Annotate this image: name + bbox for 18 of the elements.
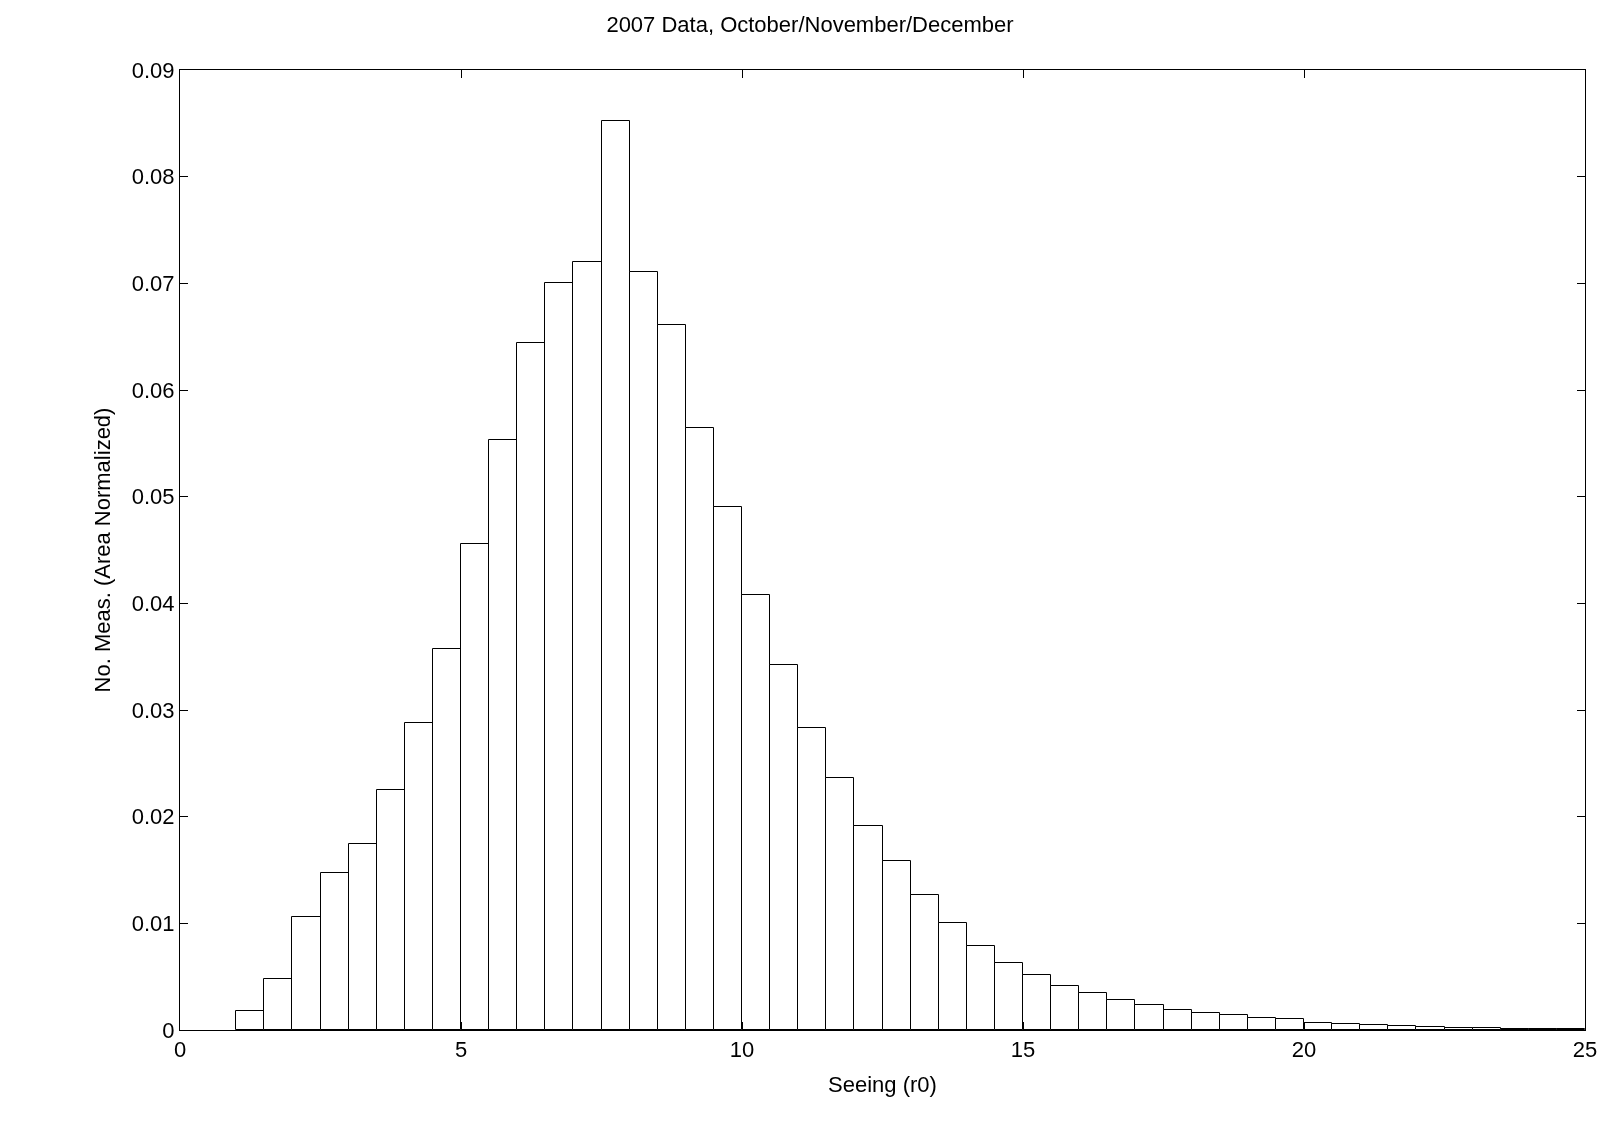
y-tick-label: 0.05	[131, 484, 175, 510]
y-tick-label: 0.03	[131, 697, 175, 723]
x-tick-label: 25	[1572, 1037, 1598, 1063]
x-tick-label: 5	[454, 1037, 468, 1063]
y-tick-label: 0.06	[131, 377, 175, 403]
chart-title: 2007 Data, October/November/December	[606, 12, 1014, 38]
y-axis-title: No. Meas. (Area Normalized)	[89, 407, 115, 693]
y-tick-label: 0.09	[131, 57, 175, 83]
y-tick-label: 0.07	[131, 271, 175, 297]
x-tick-label: 15	[1010, 1037, 1036, 1063]
y-tick-label: 0.02	[131, 804, 175, 830]
x-axis-title: Seeing (r0)	[828, 1072, 937, 1098]
y-tick-label: 0.01	[131, 911, 175, 937]
y-tick-label: 0.08	[131, 164, 175, 190]
y-tick-label: 0	[162, 1017, 175, 1043]
y-tick-label: 0.04	[131, 591, 175, 617]
x-tick-label: 20	[1291, 1037, 1317, 1063]
x-tick-label: 10	[729, 1037, 755, 1063]
